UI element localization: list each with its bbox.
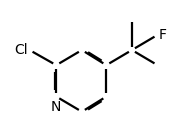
Text: F: F <box>159 28 167 42</box>
Text: N: N <box>51 100 61 114</box>
Text: Cl: Cl <box>15 43 28 57</box>
